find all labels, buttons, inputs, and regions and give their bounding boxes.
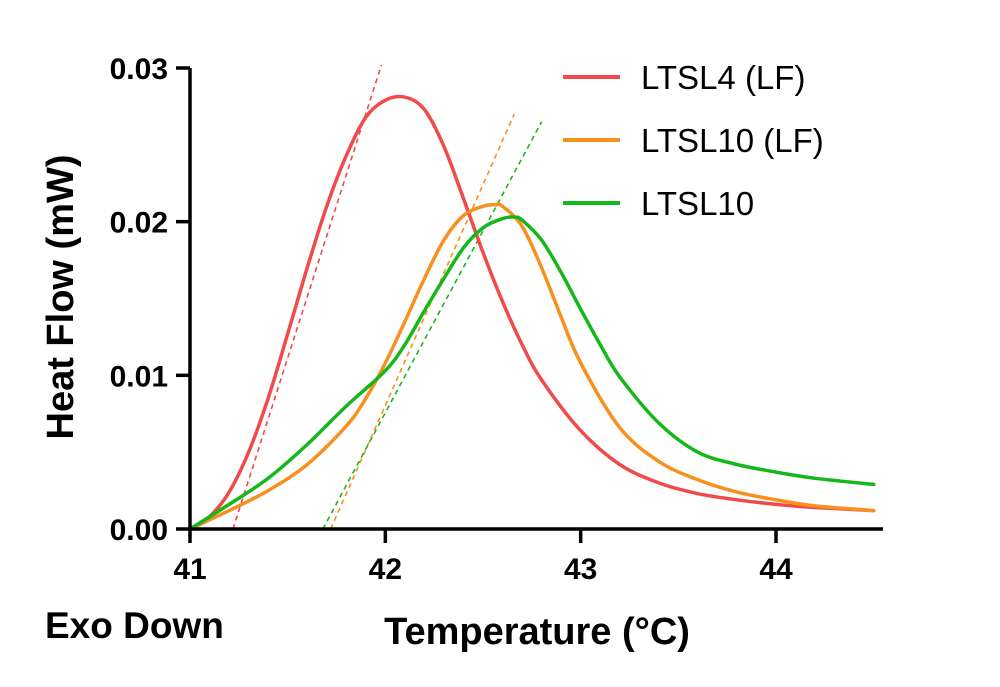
- onset-line-3: [322, 121, 543, 530]
- y-tick-label: 0.03: [110, 53, 168, 86]
- series-lines: [188, 94, 876, 531]
- series-line-2: [188, 202, 876, 531]
- legend-label-1: LTSL4 (LF): [641, 59, 805, 96]
- x-tick-label: 43: [564, 553, 597, 586]
- series-line-1: [188, 94, 876, 531]
- x-tick-label: 42: [369, 553, 402, 586]
- x-axis-title: Temperature (°C): [384, 611, 690, 653]
- y-tick-label: 0.00: [110, 514, 168, 547]
- onset-line-2: [329, 113, 515, 530]
- onset-lines: [232, 64, 543, 530]
- legend-label-3: LTSL10: [641, 185, 754, 222]
- y-axis-title: Heat Flow (mW): [40, 155, 82, 440]
- x-tick-label: 44: [759, 553, 793, 586]
- exo-down-annotation: Exo Down: [45, 605, 224, 646]
- onset-line-1: [232, 64, 383, 530]
- legend-label-2: LTSL10 (LF): [641, 122, 824, 159]
- y-tick-label: 0.02: [110, 207, 168, 240]
- axes: 41 42 43 44 0.00 0.01 0.02 0.03: [110, 53, 883, 586]
- series-line-3: [188, 215, 876, 531]
- legend: LTSL4 (LF) LTSL10 (LF) LTSL10: [563, 59, 824, 222]
- x-tick-label: 41: [173, 553, 206, 586]
- y-tick-label: 0.01: [110, 360, 168, 393]
